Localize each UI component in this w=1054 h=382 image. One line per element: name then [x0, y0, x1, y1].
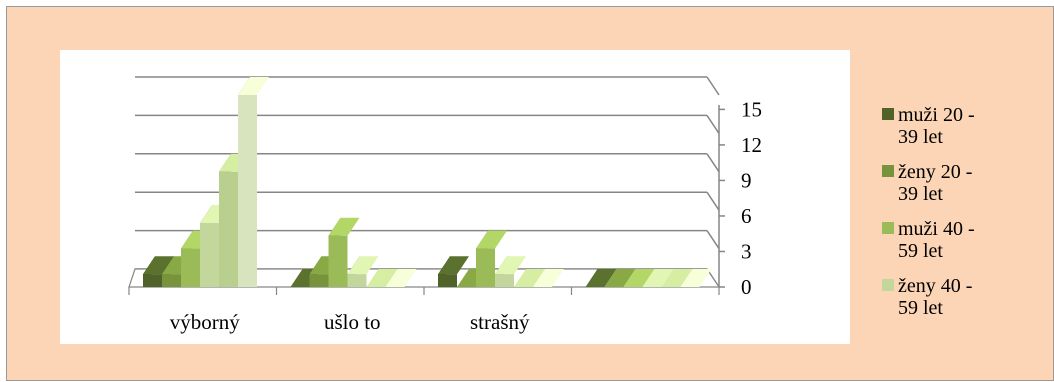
gridline-edge-2: [706, 191, 720, 211]
ytick-label-5: 15: [741, 97, 762, 121]
bar-top-1-2: [328, 217, 360, 236]
bar-top-1-5: [385, 269, 417, 287]
bar-0-1: [162, 274, 181, 287]
bar-2-2: [476, 248, 495, 287]
bar-top-1-3: [347, 256, 379, 275]
gridline-edge-3: [706, 153, 720, 173]
bar-top-1-4: [366, 269, 398, 287]
legend-swatch-3: [882, 279, 894, 291]
bar-top-3-2: [623, 269, 655, 287]
bar-top-3-1: [604, 269, 636, 287]
bar-top-3-5: [680, 269, 712, 287]
bar-top-3-4: [661, 269, 693, 287]
ytick-label-1: 3: [741, 239, 752, 263]
legend-label-2: muži 40 -: [898, 218, 975, 240]
bar-top-2-4: [514, 269, 545, 287]
gridline-edge-4: [706, 114, 720, 134]
bar-top-2-3: [495, 256, 526, 275]
legend-swatch-2: [882, 222, 894, 234]
ytick-label-0: 0: [741, 275, 752, 299]
bar-0-5: [238, 95, 257, 287]
bar-1-3: [347, 274, 367, 287]
bar-0-2: [181, 248, 200, 287]
bar-1-2: [328, 235, 348, 287]
bar-2-3: [495, 274, 514, 287]
gridline-edge-1: [706, 230, 720, 250]
category-label-0: výborný: [170, 310, 240, 334]
legend-label-cont-3: 59 let: [898, 297, 943, 319]
ytick-label-3: 9: [741, 168, 752, 192]
bar-top-3-3: [642, 269, 674, 287]
ytick-label-4: 12: [741, 133, 762, 157]
bar-top-2-0: [438, 256, 469, 275]
legend-label-cont-0: 39 let: [898, 126, 943, 148]
bar-0-0: [143, 274, 162, 287]
bar-top-3-0: [585, 269, 617, 287]
legend-label-cont-2: 59 let: [898, 240, 943, 262]
legend-label-0: muži 20 -: [898, 104, 975, 126]
legend-label-cont-1: 39 let: [898, 183, 943, 205]
category-label-2: strašný: [470, 310, 530, 334]
bar-1-1: [309, 274, 329, 287]
chart-frame: 0 3 6 9 12 15 výborný ušlo to strašný muži 20 -39…: [6, 6, 1054, 381]
category-label-1: ušlo to: [324, 310, 381, 334]
bar-0-3: [200, 223, 219, 287]
bar-top-0-5: [238, 77, 269, 95]
gridline-edge-5: [706, 76, 720, 96]
bar-0-4: [219, 171, 238, 287]
legend-swatch-0: [882, 108, 894, 120]
legend-label-3: ženy 40 -: [898, 275, 972, 297]
bar-top-2-5: [533, 269, 564, 287]
bar-top-0-0: [143, 256, 174, 275]
bar-2-0: [438, 274, 457, 287]
bar-top-2-2: [476, 230, 507, 249]
legend-swatch-1: [882, 165, 894, 177]
ytick-label-2: 6: [741, 204, 752, 228]
legend-label-1: ženy 20 -: [898, 161, 972, 183]
